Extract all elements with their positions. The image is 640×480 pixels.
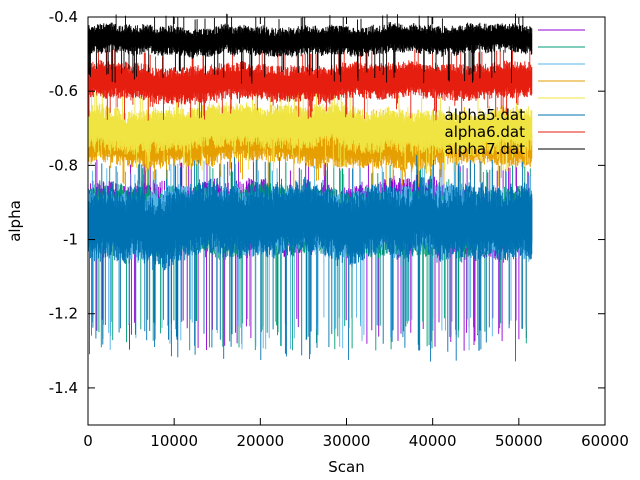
y-axis-label: alpha xyxy=(6,200,24,242)
series-layer xyxy=(87,13,533,362)
y-tick-label: -1 xyxy=(63,231,78,249)
y-tick-label: -0.8 xyxy=(49,156,78,174)
legend-label: alpha5.dat xyxy=(445,106,526,124)
legend: alpha0.datalpha1.datalpha2.datalpha3.dat… xyxy=(445,29,585,158)
x-tick-label: 40000 xyxy=(409,432,457,450)
y-tick-label: -0.6 xyxy=(49,82,78,100)
legend-label: alpha7.dat xyxy=(445,140,526,158)
y-tick-label: -0.4 xyxy=(49,8,78,26)
x-tick-label: 20000 xyxy=(236,432,284,450)
y-tick-label: -1.2 xyxy=(49,305,78,323)
x-tick-label: 50000 xyxy=(495,432,543,450)
x-tick-label: 30000 xyxy=(323,432,371,450)
x-axis-label: Scan xyxy=(328,458,364,476)
y-tick-label: -1.4 xyxy=(49,379,78,397)
ticks-layer: 0 10000 20000 30000 40000 50000 60000 -0.4 -0.6 -… xyxy=(49,8,629,450)
x-tick-label: 0 xyxy=(83,432,93,450)
legend-label: alpha6.dat xyxy=(445,123,526,141)
x-tick-label: 60000 xyxy=(581,432,629,450)
x-tick-label: 10000 xyxy=(150,432,198,450)
